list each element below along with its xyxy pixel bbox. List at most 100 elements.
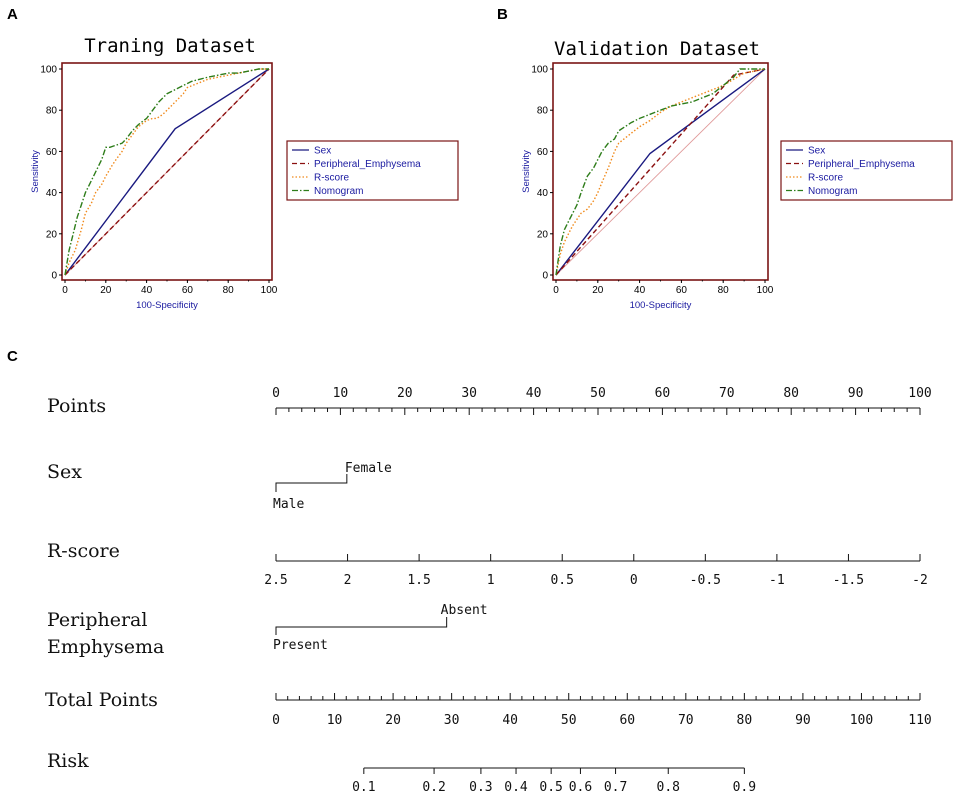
- sex-low-label: Male: [273, 497, 304, 512]
- legend-label: Sex: [314, 146, 331, 157]
- total-tick-label: 20: [385, 713, 401, 728]
- risk-tick-label: 0.1: [352, 780, 375, 795]
- points-tick-label: 60: [655, 386, 671, 401]
- points-tick-label: 100: [908, 386, 931, 401]
- y-tick-label: 60: [537, 147, 549, 158]
- series-peripheral-emphysema: [555, 68, 766, 276]
- y-tick-label: 40: [46, 188, 58, 199]
- pe-low-label: Present: [273, 638, 328, 653]
- total-tick-label: 10: [327, 713, 343, 728]
- risk-tick-label: 0.8: [657, 780, 680, 795]
- y-tick-label: 80: [46, 106, 58, 117]
- total-tick-label: 90: [795, 713, 811, 728]
- x-tick-label: 60: [676, 285, 688, 296]
- y-axis-label: Sensitivity: [521, 150, 532, 193]
- points-tick-label: 30: [461, 386, 477, 401]
- legend-label: R-score: [808, 173, 843, 184]
- points-tick-label: 40: [526, 386, 542, 401]
- rscore-tick-label: 0: [630, 573, 638, 588]
- points-tick-label: 70: [719, 386, 735, 401]
- row-label-sex: Sex: [47, 461, 82, 483]
- legend-label: Peripheral_Emphysema: [314, 159, 421, 170]
- legend-label: Sex: [808, 146, 825, 157]
- panel-c-label: C: [7, 348, 18, 365]
- x-tick-label: 0: [62, 285, 68, 296]
- legend-label: Peripheral_Emphysema: [808, 159, 915, 170]
- x-axis-label: 100-Specificity: [136, 300, 198, 311]
- x-tick-label: 100: [261, 285, 278, 296]
- panel-a-label: A: [7, 6, 18, 23]
- legend-label: Nomogram: [314, 186, 363, 197]
- roc-chart-b: Validation Dataset 0 20 40 60 80 100 0 20 40 60 80 1…: [521, 38, 953, 311]
- x-tick-label: 0: [553, 285, 559, 296]
- total-tick-label: 30: [444, 713, 460, 728]
- y-tick-label: 40: [537, 188, 549, 199]
- rscore-tick-label: 1: [487, 573, 495, 588]
- chart-title: Validation Dataset: [554, 38, 760, 60]
- pe-scale: [275, 617, 448, 635]
- roc-chart-a: Traning Dataset 0 20 40 60 80 100 0 20 40 60 80 100 1…: [30, 35, 459, 311]
- series-sex: [555, 68, 766, 276]
- series-r-score: [555, 68, 766, 276]
- row-label-rscore: R-score: [47, 540, 120, 562]
- sex-scale: [275, 474, 348, 492]
- risk-tick-label: 0.9: [733, 780, 756, 795]
- row-label-points: Points: [47, 395, 106, 417]
- row-label-risk: Risk: [47, 750, 89, 772]
- x-axis-label: 100-Specificity: [630, 300, 692, 311]
- risk-tick-label: 0.6: [569, 780, 592, 795]
- y-tick-label: 0: [542, 271, 548, 282]
- y-tick-label: 80: [537, 106, 549, 117]
- total-tick-label: 100: [850, 713, 873, 728]
- total-tick-label: 50: [561, 713, 577, 728]
- x-tick-label: 40: [634, 285, 646, 296]
- series-peripheral-emphysema: [64, 68, 270, 276]
- x-tick-label: 20: [592, 285, 604, 296]
- risk-tick-label: 0.5: [539, 780, 562, 795]
- rscore-tick-label: 2.5: [264, 573, 287, 588]
- sex-high-label: Female: [345, 461, 392, 476]
- legend-label: R-score: [314, 173, 349, 184]
- points-tick-label: 50: [590, 386, 606, 401]
- rscore-tick-label: 2: [344, 573, 352, 588]
- risk-tick-label: 0.3: [469, 780, 492, 795]
- y-tick-label: 0: [51, 271, 57, 282]
- chart-title: Traning Dataset: [84, 35, 256, 57]
- y-tick-label: 20: [537, 229, 549, 240]
- rscore-tick-label: -1.5: [833, 573, 864, 588]
- points-tick-label: 0: [272, 386, 280, 401]
- panel-b-label: B: [497, 6, 508, 23]
- nomogram: Points Sex R-score Peripheral Emphysema Total…: [45, 386, 932, 795]
- y-tick-label: 60: [46, 147, 58, 158]
- total-tick-label: 110: [908, 713, 931, 728]
- legend-box: [780, 140, 953, 201]
- points-tick-label: 20: [397, 386, 413, 401]
- series-r-score: [64, 68, 269, 276]
- y-axis-label: Sensitivity: [30, 150, 41, 193]
- x-tick-label: 40: [141, 285, 153, 296]
- rscore-tick-label: 1.5: [407, 573, 430, 588]
- risk-tick-label: 0.7: [604, 780, 627, 795]
- x-tick-label: 80: [718, 285, 730, 296]
- points-tick-label: 10: [333, 386, 349, 401]
- total-tick-label: 0: [272, 713, 280, 728]
- series-diagonal: [555, 68, 766, 276]
- risk-tick-label: 0.4: [504, 780, 528, 795]
- rscore-tick-label: -2: [912, 573, 928, 588]
- series-nomogram: [555, 68, 765, 276]
- x-tick-label: 60: [182, 285, 194, 296]
- y-tick-label: 100: [531, 65, 548, 76]
- risk-tick-label: 0.2: [422, 780, 445, 795]
- rscore-tick-label: -0.5: [690, 573, 721, 588]
- total-tick-label: 80: [737, 713, 753, 728]
- row-label-total: Total Points: [45, 689, 158, 711]
- total-tick-label: 60: [619, 713, 635, 728]
- pe-high-label: Absent: [441, 603, 488, 618]
- x-tick-label: 100: [757, 285, 774, 296]
- x-tick-label: 20: [100, 285, 112, 296]
- total-tick-label: 70: [678, 713, 694, 728]
- rscore-tick-label: -1: [769, 573, 785, 588]
- row-label-pe-2: Emphysema: [47, 636, 164, 658]
- points-tick-label: 80: [783, 386, 799, 401]
